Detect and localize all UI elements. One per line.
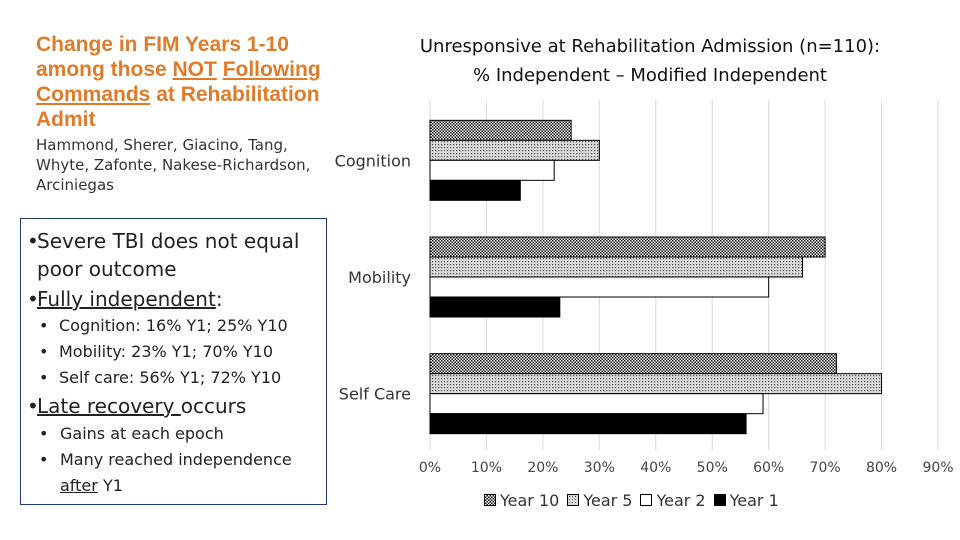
legend-swatch [640,494,653,506]
fully-independent-label: Fully independent [37,287,216,311]
key-findings-box: • Severe TBI does not equal poor outcome… [20,218,327,505]
x-tick-label: 30% [584,460,615,476]
legend-item: Year 5 [567,491,632,510]
bar-mobility-year-10 [429,236,826,258]
bar-mobility-year-2 [429,276,770,298]
bar-cognition-year-2 [429,159,555,181]
title-not: NOT [172,58,217,81]
bar-mobility-year-5 [429,256,804,278]
sub-bullet-dot: • [39,424,49,443]
legend-item: Year 10 [484,491,559,510]
bullet-late-recovery: Late recovery occurs [37,392,322,420]
bar-self-care-year-5 [429,373,883,395]
bullet-dot: • [27,229,39,253]
title-part2: at Rehabilitation Admit [36,83,320,131]
x-tick-label: 20% [527,460,558,476]
chart-title-line2: % Independent – Modified Independent [473,65,827,86]
legend-swatch [713,494,726,506]
x-tick-label: 50% [697,460,728,476]
after-label: after [60,476,98,495]
chart-title: Unresponsive at Rehabilitation Admission… [340,32,960,90]
authors: Hammond, Sherer, Giacino, Tang, Whyte, Z… [36,136,311,194]
x-tick-label: 70% [810,460,841,476]
legend: Year 10 Year 5 Year 2 Year 1 [484,489,781,511]
bars [429,119,883,435]
x-tick-label: 60% [753,460,784,476]
category-label: Cognition [335,151,411,170]
bullet-severe-tbi: Severe TBI does not equal poor outcome [37,229,300,281]
late-recovery-label: Late recovery [37,394,181,418]
category-label: Mobility [348,268,411,287]
legend-label: Year 10 [500,490,560,510]
fully-independent-colon: : [215,287,223,311]
bar-cognition-year-5 [429,139,600,161]
bullet-cognition: Cognition: 16% Y1; 25% Y10 [59,316,288,335]
bullet-self-care: Self care: 56% Y1; 72% Y10 [59,368,282,387]
sub-bullet-dot: • [39,450,49,469]
bullet-dot: • [27,394,39,418]
bullet-gains: Gains at each epoch [60,424,224,443]
labels: 0% 10% 20% 30% 40% 50% 60% 70% 80% 90% Cognition Mo… [335,151,954,476]
late-recovery-rest: occurs [180,394,247,418]
after-rest: Y1 [97,476,123,495]
x-tick-label: 40% [640,460,671,476]
sub-bullet-dot: • [39,368,49,387]
sub-bullet-dot: • [39,342,49,361]
bar-self-care-year-10 [429,353,837,375]
x-tick-label: 10% [471,460,502,476]
category-label: Self Care [339,385,411,404]
bullet-dot: • [27,287,39,311]
title-following: Following Commands [36,58,321,106]
bullet-mobility: Mobility: 23% Y1; 70% Y10 [59,342,273,361]
legend-swatch [484,494,496,506]
chart-title-line1: Unresponsive at Rehabilitation Admission… [419,36,881,57]
sub-bullet-dot: • [39,316,49,335]
legend-label: Year 1 [729,490,779,510]
legend-label: Year 5 [583,490,633,510]
bar-self-care-year-1 [429,413,747,435]
legend-label: Year 2 [656,490,706,510]
legend-item: Year 2 [640,490,706,510]
slide-title: Change in FIM Years 1-10 among those NOT… [36,32,326,132]
x-tick-label: 80% [866,460,897,476]
legend-item: Year 1 [713,490,779,510]
x-tick-label: 90% [922,460,953,476]
bar-cognition-year-1 [429,179,521,201]
bar-cognition-year-10 [429,119,572,141]
title-part1: Change in FIM Years 1-10 among those [36,33,289,81]
bullet-fully-independent: Fully independent: [37,285,322,313]
many-reached-text: Many reached independence [60,450,292,469]
bar-self-care-year-2 [429,393,764,415]
bullet-many-reached: Many reached independence after Y1 [60,447,322,499]
legend-swatch [567,494,580,506]
bar-mobility-year-1 [429,296,561,318]
x-tick-label: 0% [419,460,441,476]
